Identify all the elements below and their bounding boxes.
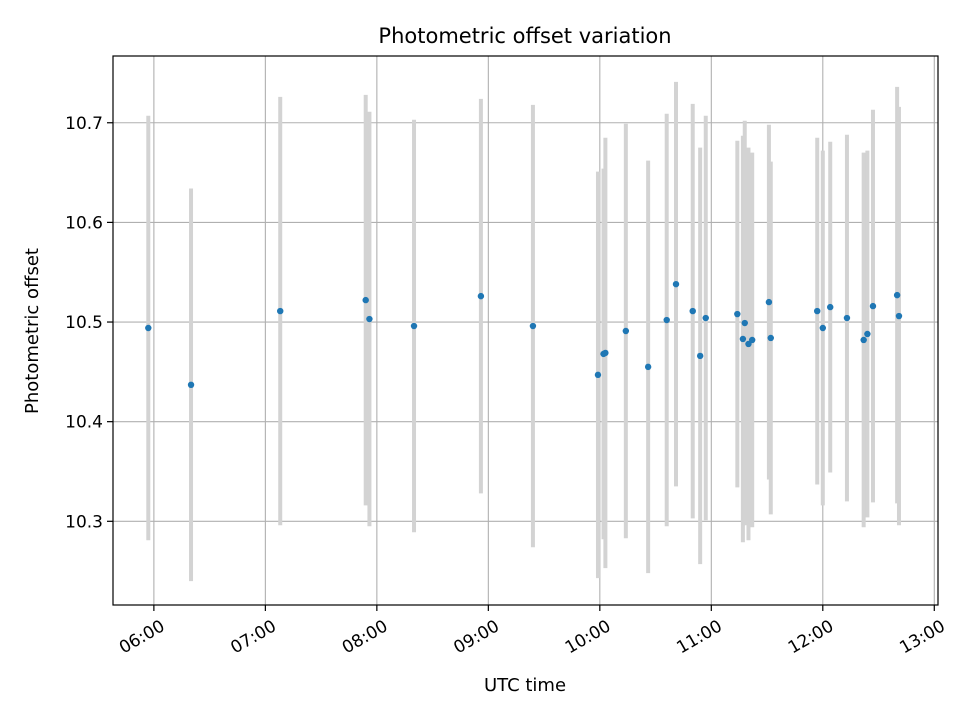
data-point	[696, 352, 704, 360]
data-points	[145, 280, 903, 389]
data-point	[187, 381, 195, 389]
y-axis-label: Photometric offset	[22, 248, 43, 414]
data-point	[663, 316, 670, 324]
data-point	[748, 336, 756, 344]
data-point	[529, 322, 537, 330]
data-point	[602, 349, 609, 357]
data-point	[893, 291, 901, 299]
plot-frame	[112, 55, 939, 606]
error-bars	[146, 81, 901, 582]
data-point	[622, 327, 630, 335]
data-point	[819, 324, 826, 332]
grid	[113, 56, 938, 605]
x-tick-label: 07:00	[227, 616, 279, 658]
y-tick-label: 10.5	[65, 313, 103, 333]
data-point	[145, 324, 152, 332]
data-point	[689, 307, 696, 315]
x-tick-label: 11:00	[673, 616, 725, 658]
data-point	[644, 363, 652, 371]
x-tick-label: 10:00	[562, 616, 614, 658]
x-tick-label: 12:00	[785, 616, 837, 658]
y-axis-ticks: 10.3 10.4 10.5 10.6 10.7	[65, 114, 113, 532]
chart-title: Photometric offset variation	[378, 24, 671, 48]
data-point	[672, 280, 680, 288]
data-point	[477, 292, 485, 300]
data-point	[814, 307, 821, 315]
data-point	[366, 315, 373, 323]
x-axis-label: UTC time	[484, 675, 566, 696]
data-point	[702, 314, 709, 322]
y-tick-label: 10.7	[65, 114, 103, 134]
x-tick-label: 09:00	[450, 616, 502, 658]
y-tick-label: 10.6	[65, 213, 103, 233]
x-tick-label: 13:00	[896, 616, 948, 658]
y-tick-label: 10.3	[65, 512, 103, 532]
data-point	[869, 302, 877, 310]
data-point	[827, 303, 834, 311]
data-point	[860, 336, 867, 344]
data-point	[734, 310, 741, 318]
data-point	[895, 312, 903, 320]
data-point	[767, 334, 774, 342]
data-point	[594, 371, 602, 379]
x-tick-label: 06:00	[116, 616, 168, 658]
x-axis-ticks: 06:00 07:00 08:00 09:00 10:00 11:00 12:00 13:00	[116, 605, 949, 658]
data-point	[843, 314, 851, 322]
data-point	[741, 319, 748, 327]
data-point	[277, 307, 284, 315]
data-point	[739, 335, 747, 343]
data-point	[362, 296, 369, 304]
y-tick-label: 10.4	[65, 413, 103, 433]
data-point	[765, 298, 773, 306]
data-point	[864, 330, 871, 338]
data-point	[410, 322, 418, 330]
x-tick-label: 08:00	[339, 616, 391, 658]
